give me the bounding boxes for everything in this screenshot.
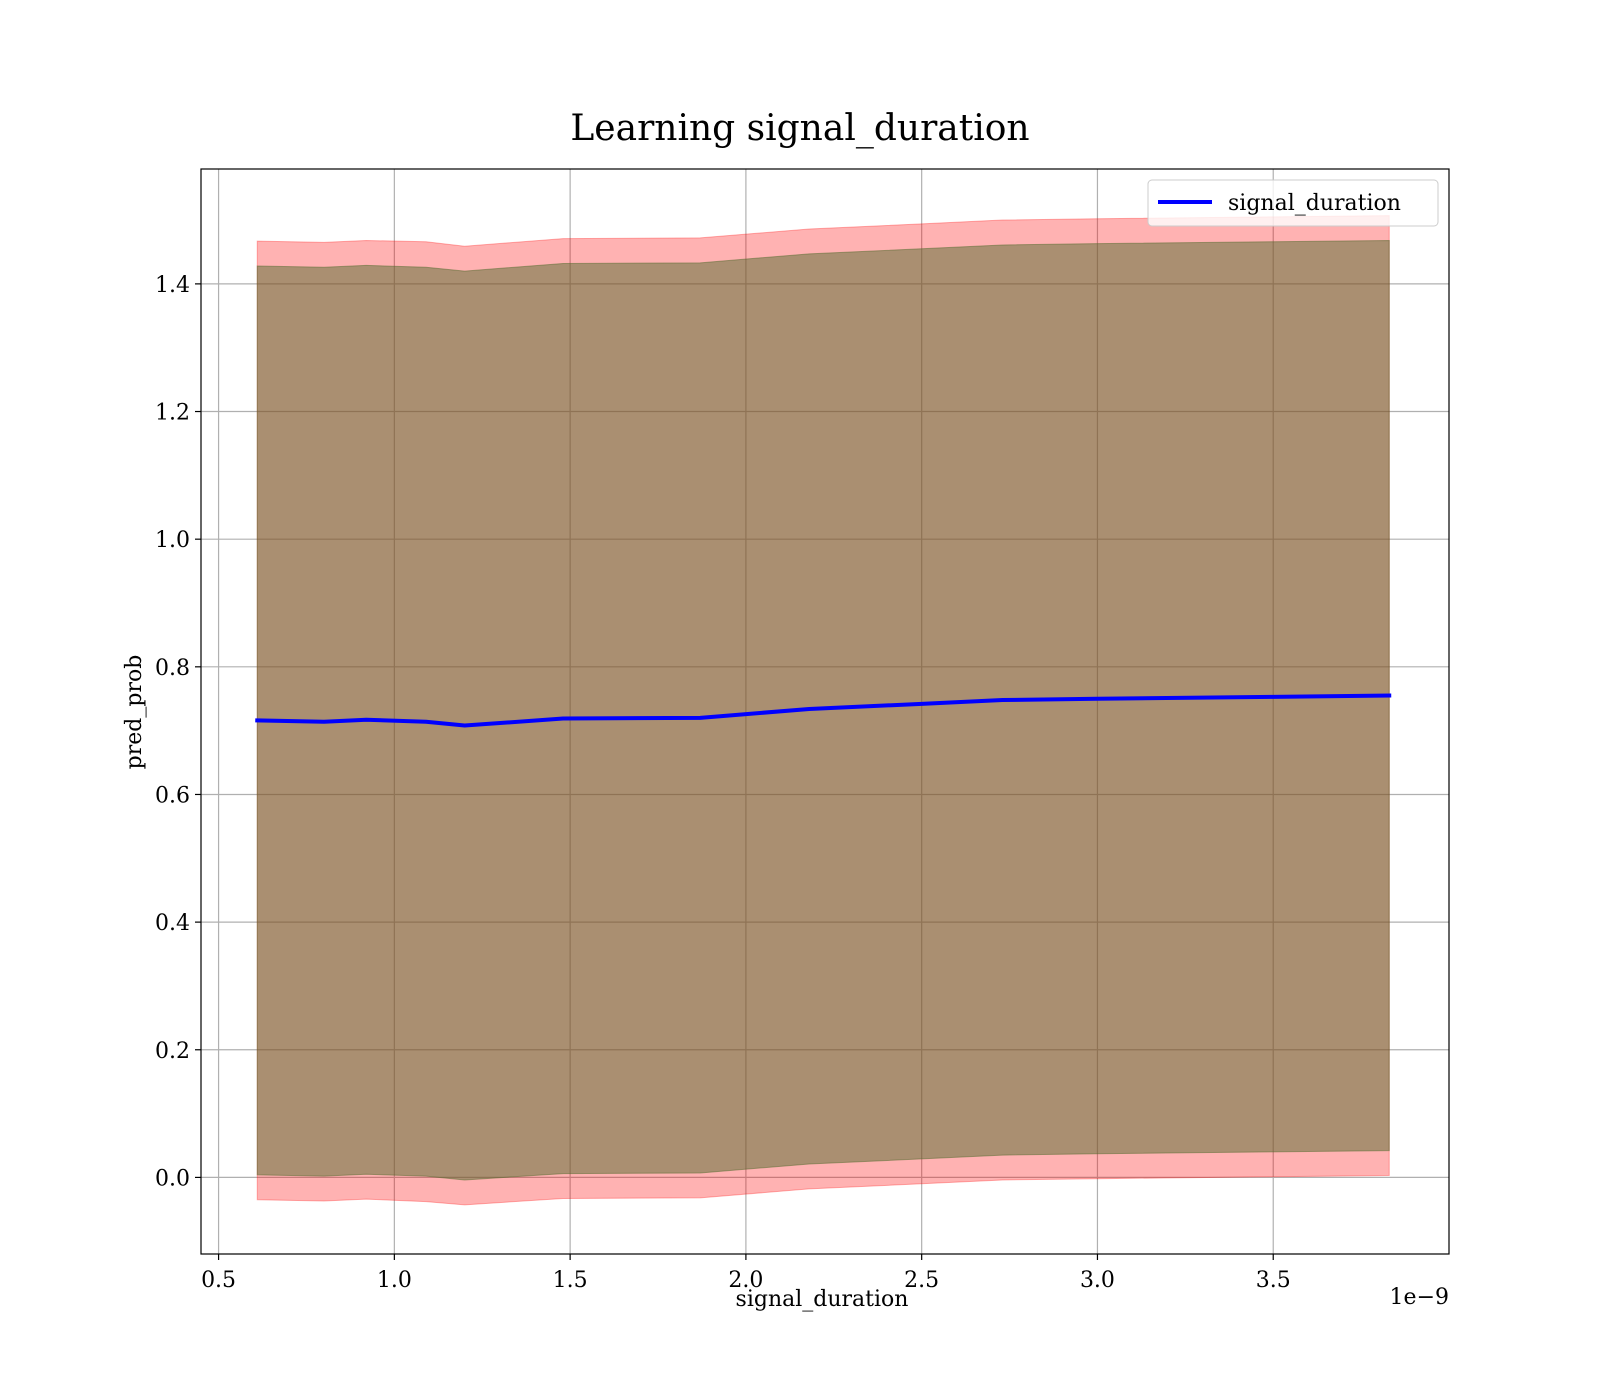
y-tick-label: 0.0 [155, 1166, 190, 1191]
x-axis-label: signal_duration [736, 1287, 909, 1312]
y-axis-label: pred_prob [122, 655, 147, 770]
y-tick-label: 1.4 [155, 273, 190, 298]
legend: signal_duration [1147, 179, 1439, 227]
chart-title: Learning signal_duration [570, 108, 1029, 149]
x-tick-label: 1.0 [377, 1268, 412, 1293]
x-tick-label: 1.5 [553, 1268, 588, 1293]
y-tick-label: 0.8 [155, 656, 190, 681]
y-tick-label: 1.2 [155, 401, 190, 426]
plot-frame [200, 168, 1450, 1255]
x-tick-label: 2.0 [728, 1268, 763, 1293]
x-tick-label: 3.0 [1080, 1268, 1115, 1293]
y-tick-label: 0.6 [155, 783, 190, 808]
x-tick-label: 2.5 [904, 1268, 939, 1293]
y-tick-label: 1.0 [155, 528, 190, 553]
y-tick-label: 0.2 [155, 1039, 190, 1064]
x-offset-text: 1e−9 [1390, 1285, 1449, 1310]
x-tick-label: 3.5 [1256, 1268, 1291, 1293]
x-tick-label: 0.5 [201, 1268, 236, 1293]
legend-label: signal_duration [1228, 191, 1401, 216]
legend-box [1147, 179, 1439, 227]
y-tick-label: 0.4 [155, 911, 190, 936]
